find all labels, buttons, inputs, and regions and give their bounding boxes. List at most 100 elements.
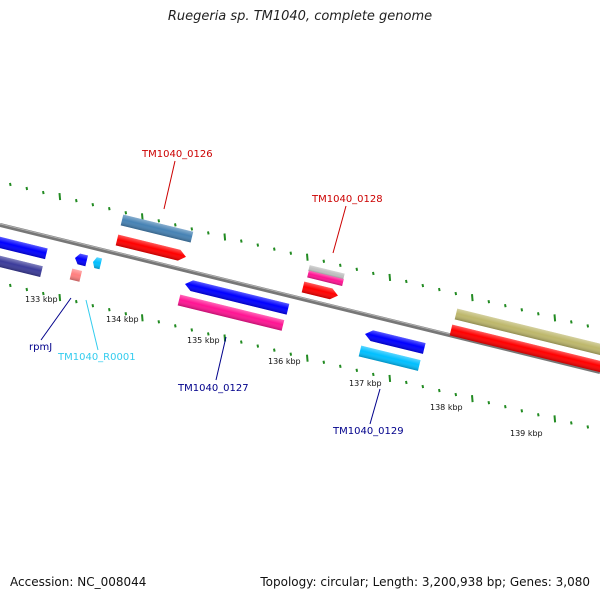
tm1040-r0001-feature-shading xyxy=(93,257,103,270)
inner-tick-row xyxy=(9,283,590,429)
tm1040-0126-feature[interactable] xyxy=(115,234,188,263)
scale-label: 138 kbp xyxy=(430,403,463,412)
inner-tick-mark xyxy=(570,421,573,425)
outer-tick-mark xyxy=(372,271,375,276)
inner-tick-mark xyxy=(322,360,326,364)
scale-label: 135 kbp xyxy=(187,336,220,345)
tm1040-0129-cyan-feature-shading xyxy=(358,345,421,371)
inner-tick-mark xyxy=(75,299,78,304)
inner-tick-mark xyxy=(421,384,425,389)
outer-tick-mark xyxy=(190,227,194,231)
inner-tick-mark xyxy=(157,320,161,324)
outer-tick-mark xyxy=(75,198,78,203)
inner-tick-mark xyxy=(174,324,177,328)
outer-tick-mark xyxy=(91,202,95,207)
outer-tick-mark xyxy=(256,243,260,247)
outer-tick-mark xyxy=(124,211,128,215)
tm1040-0128-gray-feature[interactable] xyxy=(308,265,345,280)
outer-tick-mark xyxy=(240,239,243,243)
cds-reverse-left-edge[interactable] xyxy=(0,234,48,260)
outer-tick-mark xyxy=(553,314,557,322)
cds-forward-right-edge[interactable] xyxy=(449,324,600,375)
tm1040-0127-pink-feature-shading xyxy=(177,294,285,331)
tm1040-0128-pink-feature-shading xyxy=(307,270,344,286)
rrna-small-feature-shading xyxy=(69,268,83,282)
rpmj-feature[interactable] xyxy=(74,253,88,267)
inner-tick-mark xyxy=(240,340,243,344)
inner-tick-mark xyxy=(306,354,309,362)
tm1040-0127-feature[interactable] xyxy=(184,279,290,315)
gene-leader-line xyxy=(40,297,72,341)
tm1040-0127-pink-feature[interactable] xyxy=(177,294,285,331)
khaki-feature-right-edge[interactable] xyxy=(454,308,600,358)
gene-label[interactable]: TM1040_0129 xyxy=(332,426,404,437)
inner-tick-mark xyxy=(355,368,359,373)
outer-tick-mark xyxy=(471,294,474,302)
tm1040-r0001-feature[interactable] xyxy=(92,257,103,270)
outer-tick-mark xyxy=(405,279,408,284)
gene-leader-line xyxy=(332,205,347,254)
inner-tick-mark xyxy=(108,308,111,312)
inner-tick-mark xyxy=(504,405,507,409)
gene-label[interactable]: TM1040_0127 xyxy=(177,383,249,394)
tm1040-0128-gray-feature-shading xyxy=(308,265,345,280)
feature-track xyxy=(0,214,600,375)
inner-tick-mark xyxy=(520,409,524,413)
outer-tick-mark xyxy=(537,312,540,316)
topology-text: Topology: circular; Length: 3,200,938 bp… xyxy=(260,575,590,589)
scale-label: 133 kbp xyxy=(25,295,58,304)
outer-tick-mark xyxy=(504,304,507,308)
inner-tick-mark xyxy=(124,312,128,316)
gene-label[interactable]: TM1040_R0001 xyxy=(57,352,136,363)
inner-tick-mark xyxy=(553,415,557,423)
inner-tick-mark xyxy=(141,314,144,322)
scale-label: 139 kbp xyxy=(510,429,543,438)
outer-tick-mark xyxy=(207,231,210,235)
outer-tick-mark xyxy=(273,247,276,251)
gene-label[interactable]: TM1040_0126 xyxy=(141,149,213,160)
inner-tick-mark xyxy=(586,425,590,429)
inner-tick-mark xyxy=(388,374,392,383)
tm1040-0126-upper-feature-shading xyxy=(120,214,194,243)
outer-tick-mark xyxy=(42,190,45,195)
scale-labels: 133 kbp 134 kbp 135 kbp 136 kbp 137 kbp 138 k… xyxy=(25,295,543,438)
outer-tick-mark xyxy=(108,207,111,211)
gene-label[interactable]: rpmJ xyxy=(29,342,52,353)
outer-tick-mark xyxy=(454,291,458,296)
outer-tick-mark xyxy=(306,253,309,261)
gene-label[interactable]: TM1040_0128 xyxy=(311,194,383,205)
inner-tick-mark xyxy=(471,395,474,403)
tm1040-0126-feature-shading xyxy=(115,234,186,261)
tm1040-0126-upper-feature[interactable] xyxy=(120,214,194,243)
outer-tick-mark xyxy=(25,186,29,191)
outer-tick-mark xyxy=(157,219,161,223)
cds-navy-left-edge[interactable] xyxy=(0,253,43,277)
cds-navy-left-edge-shading xyxy=(0,253,43,277)
outer-tick-mark xyxy=(487,299,491,304)
inner-tick-mark xyxy=(9,283,12,288)
inner-tick-mark xyxy=(273,348,276,352)
outer-tick-mark xyxy=(58,192,62,201)
inner-tick-mark xyxy=(190,328,194,332)
inner-tick-mark xyxy=(405,380,408,385)
inner-tick-mark xyxy=(339,364,342,368)
map-title: Ruegeria sp. TM1040, complete genome xyxy=(167,9,433,24)
tm1040-0128-pink-feature[interactable] xyxy=(307,270,344,286)
outer-tick-mark xyxy=(438,287,441,292)
outer-tick-mark xyxy=(421,283,425,288)
outer-tick-row xyxy=(9,182,590,328)
outer-tick-mark xyxy=(289,251,293,255)
tm1040-0127-feature-shading xyxy=(185,280,290,315)
outer-tick-mark xyxy=(586,324,590,328)
inner-tick-mark xyxy=(25,287,29,292)
rrna-small-feature[interactable] xyxy=(69,268,83,282)
scale-label: 134 kbp xyxy=(106,315,139,324)
outer-tick-mark xyxy=(223,233,227,241)
tm1040-0129-feature[interactable] xyxy=(364,329,426,354)
cds-reverse-left-edge-shading xyxy=(0,234,48,260)
tm1040-0128-feature[interactable] xyxy=(301,281,340,301)
tm1040-0129-cyan-feature[interactable] xyxy=(358,345,421,371)
inner-tick-mark xyxy=(454,392,458,397)
